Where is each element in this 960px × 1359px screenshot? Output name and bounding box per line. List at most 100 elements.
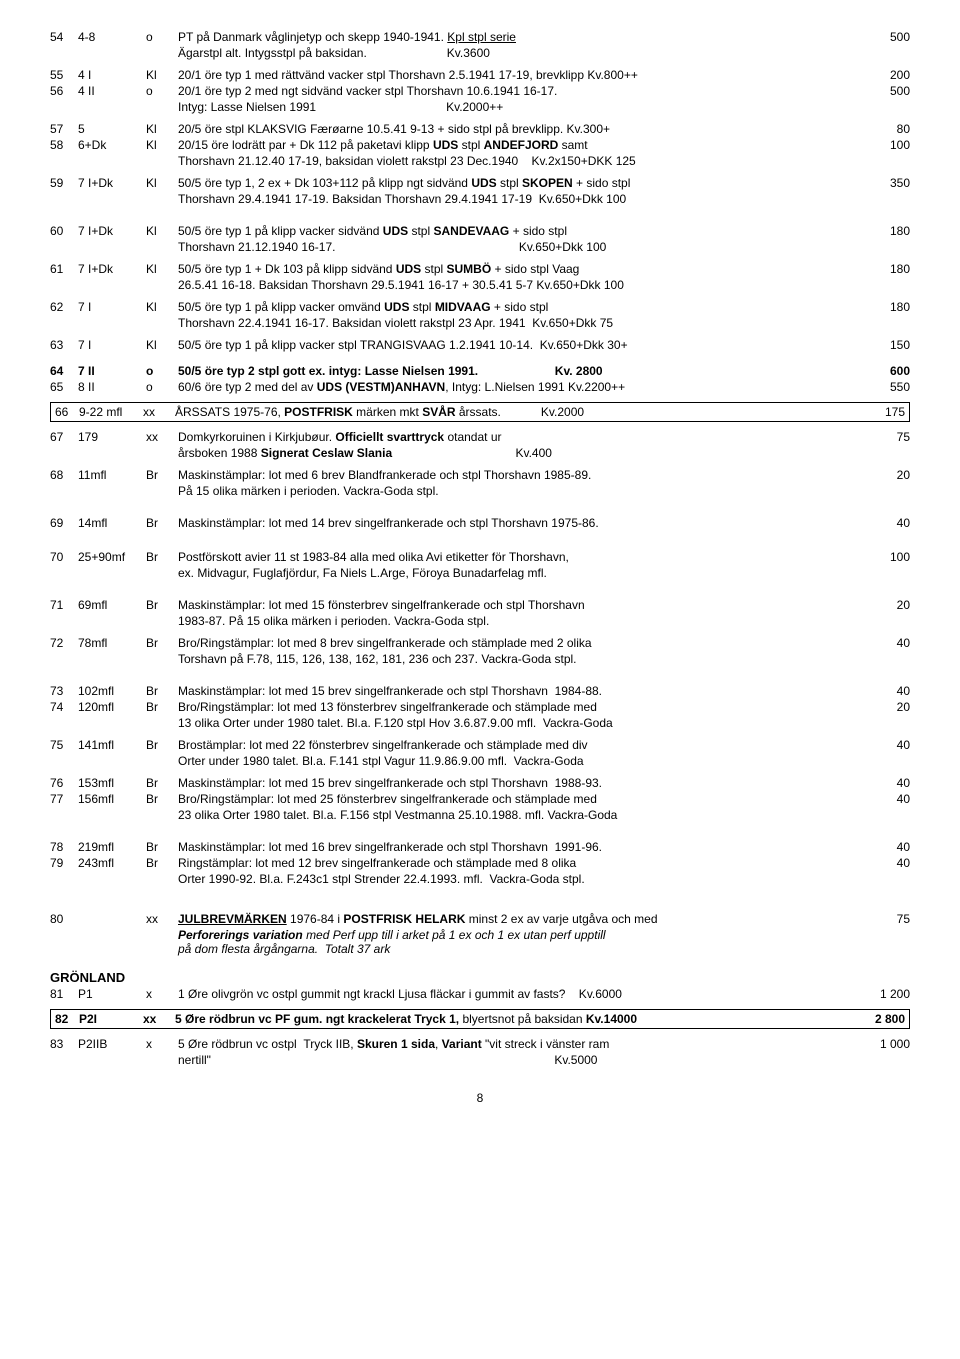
lot-ref: 78mfl — [78, 636, 146, 650]
lot-description: 20/15 öre lodrätt par + Dk 112 på paketa… — [178, 138, 860, 152]
lot-ref: 156mfl — [78, 792, 146, 806]
lot-type: o — [146, 380, 178, 394]
lot-number: 63 — [50, 338, 78, 352]
lot-description: Maskinstämplar: lot med 14 brev singelfr… — [178, 516, 860, 530]
lot-description: 5 Øre rödbrun vc ostpl Tryck IIB, Skuren… — [178, 1037, 860, 1051]
lot-ref: 7 I+Dk — [78, 262, 146, 276]
lot-description: Postförskott avier 11 st 1983-84 alla me… — [178, 550, 860, 564]
lot-price: 40 — [860, 840, 910, 854]
lot-price: 40 — [860, 856, 910, 870]
lot-price: 40 — [860, 776, 910, 790]
lot-type: Br — [146, 684, 178, 698]
lot-description-line2: Torshavn på F.78, 115, 126, 138, 162, 18… — [178, 652, 850, 666]
lot-number: 72 — [50, 636, 78, 650]
lot-description-line2: På 15 olika märken i perioden. Vackra-Go… — [178, 484, 850, 498]
lot-price: 350 — [860, 176, 910, 190]
lot-price: 1 200 — [860, 987, 910, 1001]
lot-price: 40 — [860, 684, 910, 698]
lot-type: Br — [146, 840, 178, 854]
page-number: 8 — [50, 1091, 910, 1105]
lot-description: 50/5 öre typ 1, 2 ex + Dk 103+112 på kli… — [178, 176, 860, 190]
lot-price: 40 — [860, 792, 910, 806]
lot-ref: 153mfl — [78, 776, 146, 790]
lot-description-line2: Thorshavn 21.12.40 17-19, baksidan viole… — [178, 154, 850, 168]
lot-row: 544-8oPT på Danmark våglinjetyp och skep… — [50, 30, 910, 44]
lot-ref: 7 I — [78, 338, 146, 352]
lot-type: Kl — [146, 68, 178, 82]
lot-row: 586+DkKl20/15 öre lodrätt par + Dk 112 p… — [50, 138, 910, 152]
lot-type: xx — [143, 1012, 175, 1026]
lot-description: 1 Øre olivgrön vc ostpl gummit ngt krack… — [178, 987, 860, 1001]
lot-price: 80 — [860, 122, 910, 136]
lot-ref: P2IIB — [78, 1037, 146, 1051]
lot-description-line2: Thorshavn 22.4.1941 16-17. Baksidan viol… — [178, 316, 850, 330]
lot-description: Maskinstämplar: lot med 6 brev Blandfran… — [178, 468, 860, 482]
lot-number: 58 — [50, 138, 78, 152]
lot-ref: 14mfl — [78, 516, 146, 530]
lot-type: o — [146, 30, 178, 44]
lot-number: 76 — [50, 776, 78, 790]
lot-number: 57 — [50, 122, 78, 136]
lot-number: 74 — [50, 700, 78, 714]
lot-description: 20/5 öre stpl KLAKSVIG Færøarne 10.5.41 … — [178, 122, 860, 136]
lot-description: Maskinstämplar: lot med 16 brev singelfr… — [178, 840, 860, 854]
lot-row: 74120mflBrBro/Ringstämplar: lot med 13 f… — [50, 700, 910, 714]
lot-ref: 6+Dk — [78, 138, 146, 152]
lot-number: 75 — [50, 738, 78, 752]
lot-description-line2: Orter 1990-92. Bl.a. F.243c1 stpl Strend… — [178, 872, 850, 886]
lot-price: 75 — [860, 430, 910, 444]
lot-row: 627 IKl50/5 öre typ 1 på klipp vacker om… — [50, 300, 910, 314]
lot-number: 66 — [55, 405, 79, 419]
lot-type: x — [146, 987, 178, 1001]
lot-number: 79 — [50, 856, 78, 870]
lot-row: 647 IIo50/5 öre typ 2 stpl gott ex. inty… — [50, 364, 910, 378]
lot-description: Domkyrkoruinen i Kirkjubøur. Officiellt … — [178, 430, 860, 444]
lot-type: Br — [146, 792, 178, 806]
lot-ref: 11mfl — [78, 468, 146, 482]
lot-ref: 7 II — [78, 364, 146, 378]
lot-ref: 25+90mf — [78, 550, 146, 564]
lot-description-line2: Thorshavn 29.4.1941 17-19. Baksidan Thor… — [178, 192, 850, 206]
lot-number: 64 — [50, 364, 78, 378]
lot-row: 76153mflBrMaskinstämplar: lot med 15 bre… — [50, 776, 910, 790]
lot-type: Kl — [146, 262, 178, 276]
lot-price: 100 — [860, 138, 910, 152]
lot-price: 180 — [860, 300, 910, 314]
lot-price: 180 — [860, 262, 910, 276]
lot-description-line2: 23 olika Orter 1980 talet. Bl.a. F.156 s… — [178, 808, 850, 822]
lot-ref: 7 I+Dk — [78, 224, 146, 238]
lot-number: 71 — [50, 598, 78, 612]
lot-number: 78 — [50, 840, 78, 854]
lot-price: 100 — [860, 550, 910, 564]
lot-price: 180 — [860, 224, 910, 238]
lot-number: 65 — [50, 380, 78, 394]
lot-price: 550 — [860, 380, 910, 394]
lot-row: 82P2Ixx5 Øre rödbrun vc PF gum. ngt krac… — [55, 1012, 905, 1026]
lot-description-line2: Intyg: Lasse Nielsen 1991 Kv.2000++ — [178, 100, 850, 114]
lot-description-line2: Ägarstpl alt. Intygsstpl på baksidan. Kv… — [178, 46, 850, 60]
lot-ref: P1 — [78, 987, 146, 1001]
lot-type: Kl — [146, 122, 178, 136]
lot-number: 82 — [55, 1012, 79, 1026]
lot-description: Bro/Ringstämplar: lot med 8 brev singelf… — [178, 636, 860, 650]
lot-number: 81 — [50, 987, 78, 1001]
lot-number: 69 — [50, 516, 78, 530]
lot-row: 73102mflBrMaskinstämplar: lot med 15 bre… — [50, 684, 910, 698]
lot-number: 67 — [50, 430, 78, 444]
lot-row: 607 I+DkKl50/5 öre typ 1 på klipp vacker… — [50, 224, 910, 238]
lot-row: 78219mflBrMaskinstämplar: lot med 16 bre… — [50, 840, 910, 854]
lot-description-line2: 26.5.41 16-18. Baksidan Thorshavn 29.5.1… — [178, 278, 850, 292]
lot-price: 40 — [860, 636, 910, 650]
lot-type: Br — [146, 550, 178, 564]
lot-description: 20/1 öre typ 1 med rättvänd vacker stpl … — [178, 68, 860, 82]
lot-description: Maskinstämplar: lot med 15 brev singelfr… — [178, 684, 860, 698]
lot-description-line2: årsboken 1988 Signerat Ceslaw Slania Kv.… — [178, 446, 850, 460]
lot-price: 200 — [860, 68, 910, 82]
lot-number: 55 — [50, 68, 78, 82]
lot-type: o — [146, 364, 178, 378]
boxed-lot: 82P2Ixx5 Øre rödbrun vc PF gum. ngt krac… — [50, 1009, 910, 1029]
lot-row: 637 IKl50/5 öre typ 1 på klipp vacker st… — [50, 338, 910, 352]
lot-type: Kl — [146, 138, 178, 152]
lot-price: 20 — [860, 700, 910, 714]
lot-row: 564 IIo20/1 öre typ 2 med ngt sidvänd va… — [50, 84, 910, 98]
